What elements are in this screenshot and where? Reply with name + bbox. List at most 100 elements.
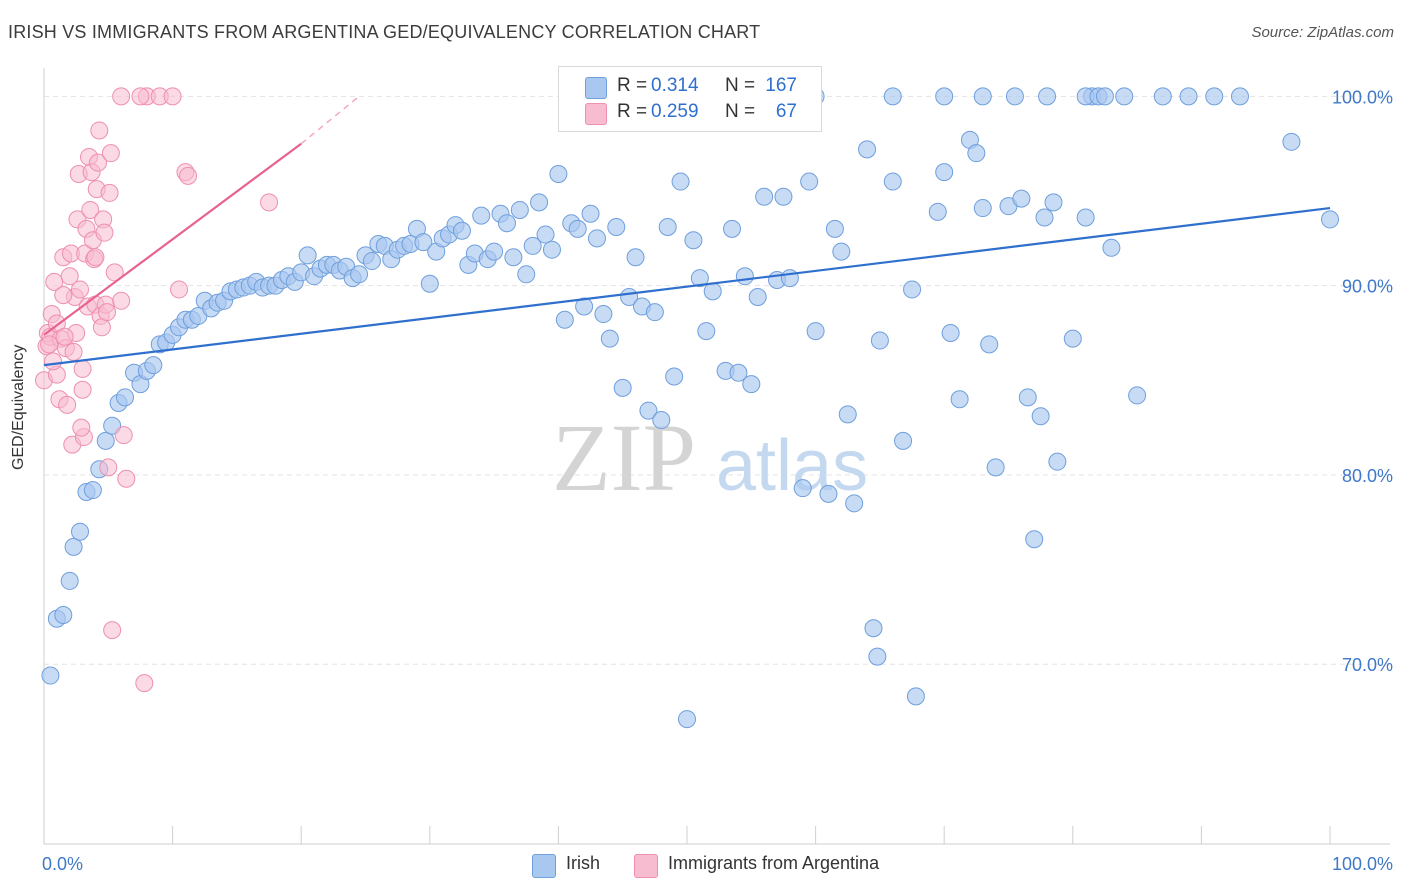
irish-point (600, 329, 619, 348)
irish-point (906, 687, 925, 706)
stats-legend: R = 0.314 N = 167 R = 0.259 N = 67 (558, 66, 822, 132)
irish-point (735, 267, 754, 286)
irish-point (894, 431, 913, 450)
irish-point (832, 242, 851, 261)
argentina-point (89, 153, 108, 172)
irish-point (678, 710, 696, 729)
argentina-trend-line (43, 142, 302, 336)
irish-point (935, 87, 954, 106)
irish-point (755, 187, 774, 206)
irish-point (575, 297, 594, 316)
irish-point (607, 217, 626, 236)
irish-point (530, 193, 549, 212)
argentina-point (105, 263, 124, 282)
irish-point (883, 172, 902, 191)
watermark: ZIP atlas (552, 404, 868, 511)
irish-point (825, 219, 844, 238)
irish-point (1282, 132, 1301, 151)
irish-point (703, 282, 722, 301)
irish-point (1005, 87, 1024, 106)
r-label: R = (617, 101, 648, 122)
irish-point (1128, 386, 1147, 405)
gridlines (44, 95, 1390, 665)
irish-point (941, 323, 960, 342)
irish-point (420, 274, 439, 293)
argentina-point (92, 318, 111, 337)
irish-point (1179, 87, 1198, 106)
irish-point (903, 280, 922, 299)
irish-point (729, 363, 748, 382)
irish-point (928, 202, 947, 221)
argentina-point (170, 280, 189, 299)
irish-point (742, 375, 761, 394)
irish-point (973, 87, 992, 106)
irish-point (549, 164, 568, 183)
n-label: N = (725, 75, 756, 96)
irish-point (1063, 329, 1082, 348)
irish-point (639, 401, 658, 420)
irish-point (116, 388, 135, 407)
watermark-zip: ZIP (552, 404, 696, 511)
argentina-points (35, 87, 279, 693)
irish-point (723, 219, 742, 238)
irish-point (690, 269, 709, 288)
irish-point (555, 310, 574, 329)
irish-point (806, 322, 825, 341)
irish-point (587, 229, 606, 248)
irish-point (1095, 87, 1114, 106)
argentina-point (44, 352, 63, 371)
irish-point (64, 537, 83, 556)
argentina-point (71, 280, 90, 299)
argentina-point (64, 342, 83, 361)
irish-point (96, 431, 115, 450)
irish-point (684, 231, 703, 250)
irish-point (864, 619, 883, 638)
irish-point (1038, 87, 1057, 106)
irish-point (594, 305, 613, 324)
n-value: 67 (775, 101, 797, 122)
irish-point (967, 144, 986, 163)
irish-point (414, 233, 433, 252)
tick-labels: 100.0% 90.0% 80.0% 70.0% 0.0% 100.0% (42, 87, 1393, 874)
argentina-point (100, 183, 119, 202)
irish-point (472, 206, 491, 225)
irish-point (774, 187, 793, 206)
irish-point (1012, 189, 1031, 208)
irish-point (613, 378, 632, 397)
argentina-point (103, 621, 122, 640)
irish-point (883, 87, 902, 106)
y-tick-label: 90.0% (1342, 277, 1393, 297)
irish-point (581, 204, 600, 223)
irish-point (973, 199, 992, 218)
argentina-point (73, 359, 92, 378)
argentina-point (73, 380, 92, 399)
irish-point (1018, 388, 1037, 407)
argentina-point (55, 327, 74, 346)
irish-point (1115, 87, 1134, 106)
irish-point (517, 265, 536, 284)
argentina-point (90, 121, 109, 140)
argentina-point (98, 303, 117, 322)
argentina-point (40, 335, 59, 354)
argentina-point (86, 248, 105, 267)
argentina-point (114, 426, 133, 445)
irish-point (523, 236, 542, 255)
irish-point (793, 479, 812, 498)
irish-point (362, 252, 381, 271)
argentina-point (112, 87, 131, 106)
irish-point (665, 367, 684, 386)
irish-trend-line (43, 206, 1331, 367)
irish-point (41, 666, 60, 685)
irish-point (658, 217, 677, 236)
n-label: N = (725, 101, 756, 122)
irish-point (748, 288, 767, 307)
irish-point (1031, 407, 1050, 426)
n-value: 167 (765, 75, 797, 96)
irish-point (800, 172, 819, 191)
irish-point (1048, 452, 1067, 471)
argentina-point (112, 291, 131, 310)
argentina-point (135, 674, 154, 693)
irish-point (510, 200, 529, 219)
irish-point (350, 265, 369, 284)
